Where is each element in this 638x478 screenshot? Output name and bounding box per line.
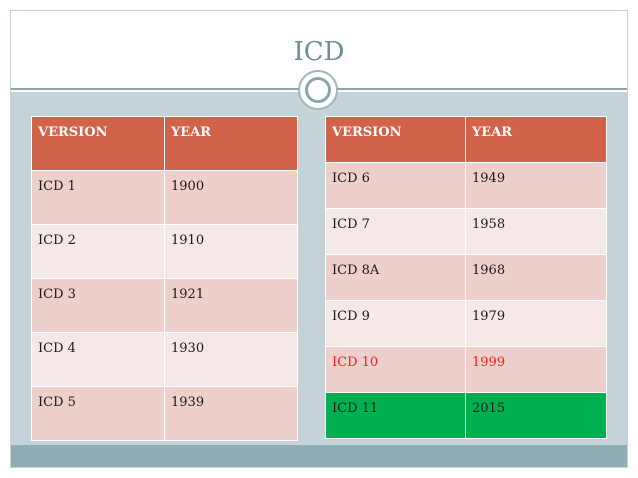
- version-cell: ICD 8A: [325, 254, 466, 301]
- table-row: ICD 1 1900: [31, 170, 298, 225]
- header-year: YEAR: [164, 116, 298, 171]
- table-row: ICD 5 1939: [31, 386, 298, 441]
- table-row: ICD 8A 1968: [325, 254, 607, 301]
- year-cell: 1958: [465, 208, 607, 255]
- table-row: ICD 9 1979: [325, 300, 607, 347]
- year-cell: 1999: [465, 346, 607, 393]
- table-row-highlight-red: ICD 10 1999: [325, 346, 607, 393]
- version-cell: ICD 6: [325, 162, 466, 209]
- version-cell: ICD 10: [325, 346, 466, 393]
- footer-band: [11, 445, 627, 467]
- version-cell: ICD 5: [31, 386, 165, 441]
- table-row: ICD 4 1930: [31, 332, 298, 387]
- right-table: VERSION YEAR ICD 6 1949 ICD 7 1958 ICD 8…: [325, 116, 607, 439]
- table-row: ICD 6 1949: [325, 162, 607, 209]
- header-year: YEAR: [465, 116, 607, 163]
- year-cell: 1921: [164, 278, 298, 333]
- version-cell: ICD 9: [325, 300, 466, 347]
- year-cell: 1968: [465, 254, 607, 301]
- table-header-row: VERSION YEAR: [325, 116, 607, 163]
- year-cell: 1930: [164, 332, 298, 387]
- circle-ornament-icon: [298, 70, 338, 110]
- version-cell: ICD 7: [325, 208, 466, 255]
- version-cell: ICD 4: [31, 332, 165, 387]
- year-cell: 1900: [164, 170, 298, 225]
- slide-title: ICD: [293, 37, 345, 67]
- slide-frame: [10, 10, 628, 468]
- table-row: ICD 7 1958: [325, 208, 607, 255]
- table-header-row: VERSION YEAR: [31, 116, 298, 171]
- year-cell: 1910: [164, 224, 298, 279]
- version-cell: ICD 1: [31, 170, 165, 225]
- year-cell: 1949: [465, 162, 607, 209]
- table-row: ICD 3 1921: [31, 278, 298, 333]
- year-cell: 1979: [465, 300, 607, 347]
- year-cell: 2015: [465, 392, 607, 439]
- year-cell: 1939: [164, 386, 298, 441]
- circle-ornament-inner: [305, 77, 331, 103]
- left-table: VERSION YEAR ICD 1 1900 ICD 2 1910 ICD 3…: [31, 116, 298, 441]
- header-version: VERSION: [31, 116, 165, 171]
- version-cell: ICD 2: [31, 224, 165, 279]
- table-row-highlight-green: ICD 11 2015: [325, 392, 607, 439]
- version-cell: ICD 3: [31, 278, 165, 333]
- version-cell: ICD 11: [325, 392, 466, 439]
- header-version: VERSION: [325, 116, 466, 163]
- table-row: ICD 2 1910: [31, 224, 298, 279]
